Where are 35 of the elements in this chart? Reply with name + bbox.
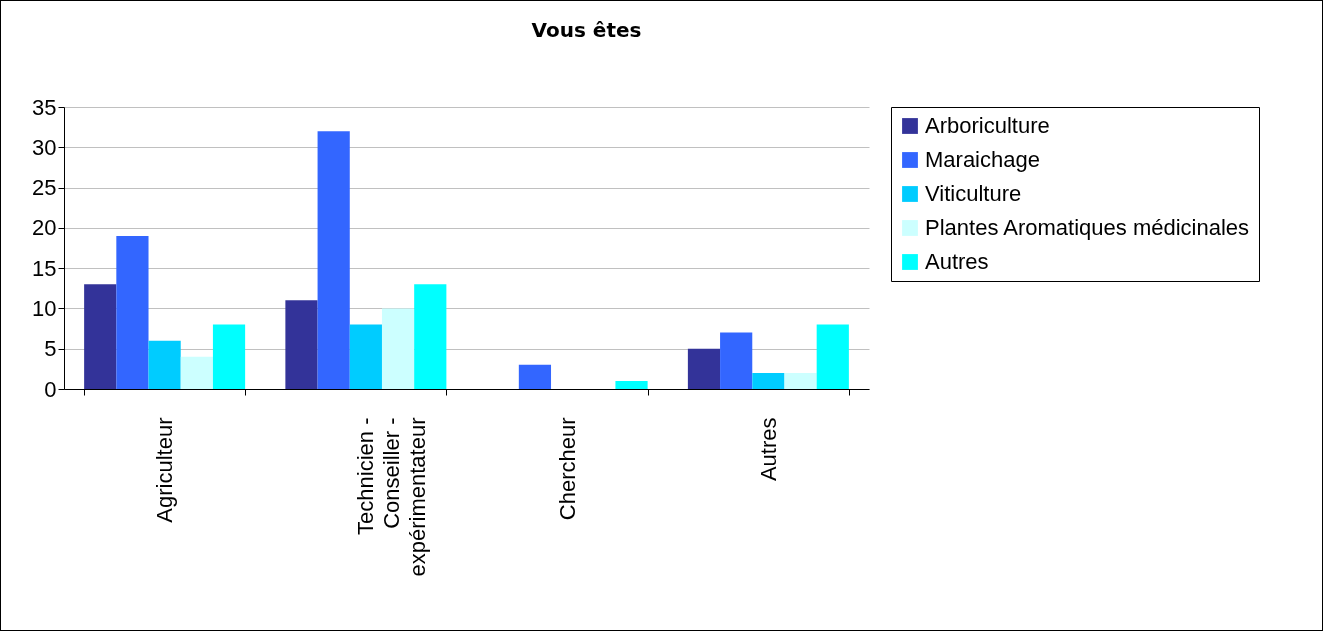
- bar: [816, 324, 849, 389]
- bar: [148, 340, 181, 389]
- bar: [752, 372, 785, 389]
- y-tick-label: 0: [44, 376, 57, 402]
- chart-title: Vous êtes: [531, 18, 642, 42]
- legend-label: Autres: [925, 249, 989, 274]
- y-tick-label: 5: [44, 336, 57, 362]
- bar: [784, 372, 817, 389]
- bar: [687, 348, 721, 389]
- legend-label: Viticulture: [925, 181, 1022, 206]
- bar: [84, 284, 117, 389]
- y-tick-label: 25: [32, 175, 57, 201]
- y-tick-label: 15: [32, 255, 57, 281]
- bar: [349, 324, 382, 389]
- x-tick-label: Chercheur: [554, 417, 580, 521]
- bar: [317, 131, 350, 389]
- bar: [414, 284, 447, 389]
- bar: [180, 356, 213, 389]
- legend-label: Plantes Aromatiques médicinales: [925, 215, 1250, 240]
- legend-label: Arboriculture: [925, 113, 1050, 138]
- bar: [381, 308, 415, 389]
- y-tick-label: 20: [32, 215, 57, 241]
- bar: [285, 300, 318, 389]
- bar: [615, 380, 648, 389]
- bar: [518, 364, 552, 389]
- x-tick-label: Technicien - Conseiller - expérimentateur: [353, 417, 431, 577]
- x-tick-label: Agriculteur: [152, 417, 178, 523]
- y-tick-label: 10: [32, 295, 57, 321]
- bar: [720, 332, 753, 389]
- legend-label: Maraichage: [925, 147, 1040, 172]
- x-tick-label: Autres: [755, 417, 781, 482]
- y-tick-label: 30: [32, 134, 57, 160]
- bar: [116, 235, 149, 389]
- y-tick-label: 35: [32, 94, 57, 120]
- bar: [212, 324, 246, 389]
